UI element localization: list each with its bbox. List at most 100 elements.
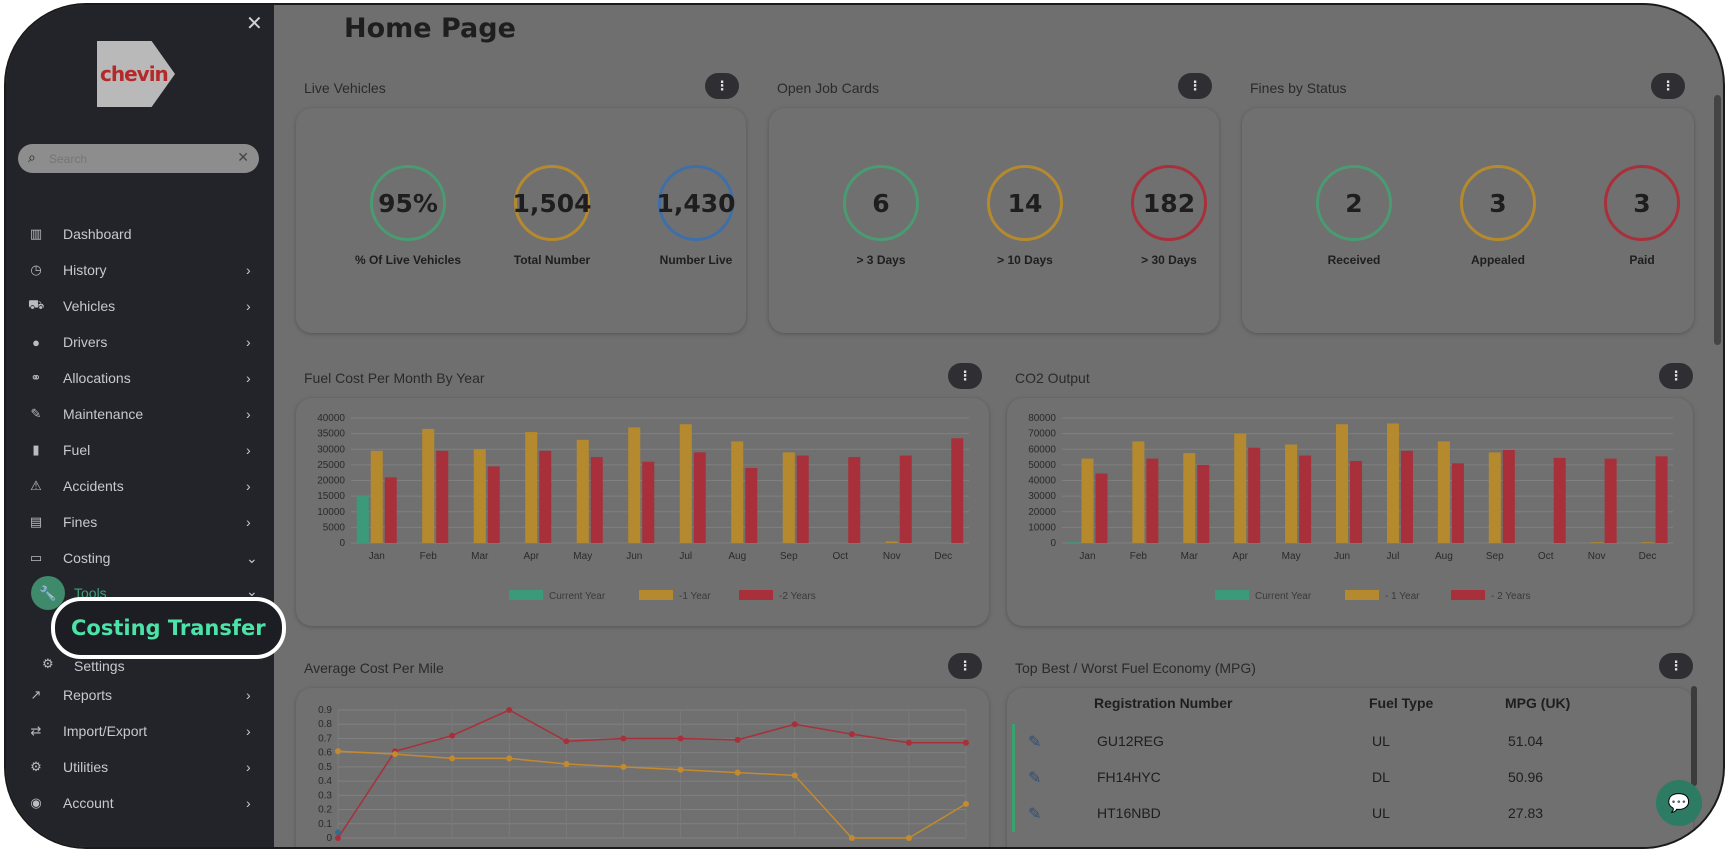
- bar[interactable]: [1590, 542, 1603, 543]
- bar[interactable]: [1655, 456, 1668, 543]
- sidebar-item-fines[interactable]: ▤ Fines ›: [6, 504, 274, 540]
- data-point[interactable]: [563, 761, 570, 768]
- open-job-cards-kpi[interactable]: 14 > 10 Days: [955, 165, 1095, 267]
- column-registration[interactable]: Registration Number: [1094, 695, 1233, 711]
- bar[interactable]: [1132, 441, 1145, 543]
- bar[interactable]: [1350, 460, 1363, 543]
- bar[interactable]: [576, 439, 589, 543]
- close-icon[interactable]: ✕: [246, 13, 263, 35]
- bar[interactable]: [1299, 455, 1312, 544]
- bar[interactable]: [1067, 542, 1080, 543]
- column-mpg[interactable]: MPG (UK): [1505, 695, 1571, 711]
- fines-by-status-kpi[interactable]: 2 Received: [1284, 165, 1424, 267]
- data-point[interactable]: [563, 738, 570, 745]
- legend-swatch[interactable]: [1215, 590, 1249, 600]
- data-point[interactable]: [620, 735, 627, 742]
- bar[interactable]: [590, 457, 603, 543]
- sidebar-item-drivers[interactable]: ● Drivers ›: [6, 324, 274, 360]
- open-job-cards-menu-button[interactable]: ⋮: [1178, 73, 1212, 99]
- edit-icon[interactable]: ✎: [1028, 770, 1042, 787]
- bar[interactable]: [848, 457, 861, 543]
- data-point[interactable]: [620, 763, 627, 770]
- bar[interactable]: [1234, 433, 1247, 543]
- data-point[interactable]: [335, 835, 341, 841]
- column-fuel-type[interactable]: Fuel Type: [1369, 695, 1434, 711]
- bar[interactable]: [1336, 424, 1349, 543]
- bar[interactable]: [1488, 452, 1501, 543]
- sidebar-item-account[interactable]: ◉ Account ›: [6, 785, 274, 821]
- bar[interactable]: [422, 428, 435, 543]
- sidebar-item-allocations[interactable]: ⚭ Allocations ›: [6, 360, 274, 396]
- legend-label[interactable]: Current Year: [549, 591, 606, 602]
- data-point[interactable]: [848, 731, 855, 738]
- bar[interactable]: [745, 468, 758, 543]
- sidebar-item-costing[interactable]: ▭ Costing ⌄: [6, 540, 274, 576]
- bar[interactable]: [1081, 458, 1094, 543]
- data-point[interactable]: [677, 766, 684, 773]
- data-point[interactable]: [791, 772, 798, 779]
- legend-swatch[interactable]: [509, 590, 543, 600]
- legend-swatch[interactable]: [739, 590, 773, 600]
- sidebar-item-reports[interactable]: ↗ Reports ›: [6, 677, 274, 713]
- table-row[interactable]: ✎ HT16NBD UL 27.83: [1012, 796, 1692, 832]
- table-row[interactable]: ✎ GU12REG UL 51.04: [1012, 724, 1692, 760]
- bar[interactable]: [1641, 542, 1654, 543]
- bar[interactable]: [1183, 453, 1196, 543]
- data-point[interactable]: [905, 739, 912, 746]
- bar[interactable]: [1146, 458, 1159, 543]
- bar[interactable]: [1386, 423, 1399, 543]
- bar[interactable]: [1095, 473, 1108, 543]
- fines-by-status-kpi[interactable]: 3 Paid: [1572, 165, 1712, 267]
- live-vehicles-kpi[interactable]: 1,504 Total Number: [482, 165, 622, 267]
- sidebar-item-settings[interactable]: Settings: [74, 658, 125, 674]
- sidebar-item-dashboard[interactable]: ▥ Dashboard: [6, 216, 274, 252]
- bar[interactable]: [731, 441, 744, 543]
- live-vehicles-kpi[interactable]: 1,430 Number Live: [626, 165, 766, 267]
- data-point[interactable]: [963, 800, 969, 807]
- sidebar-item-maintenance[interactable]: ✎ Maintenance ›: [6, 396, 274, 432]
- bar[interactable]: [384, 477, 397, 543]
- edit-icon[interactable]: ✎: [1028, 806, 1042, 823]
- data-point[interactable]: [506, 707, 513, 713]
- bar[interactable]: [1285, 444, 1298, 543]
- edit-icon[interactable]: ✎: [1028, 734, 1042, 751]
- data-point[interactable]: [734, 769, 741, 776]
- bar[interactable]: [899, 455, 912, 544]
- bar[interactable]: [356, 496, 369, 543]
- bar[interactable]: [1604, 458, 1617, 543]
- bar[interactable]: [951, 438, 964, 543]
- bar[interactable]: [693, 452, 706, 543]
- co2-output-menu-button[interactable]: ⋮: [1659, 363, 1693, 389]
- bar[interactable]: [1248, 447, 1261, 543]
- table-row[interactable]: ✎ FH14HYC DL 50.96: [1012, 760, 1692, 796]
- table-scrollbar[interactable]: [1691, 686, 1697, 786]
- page-scrollbar[interactable]: [1714, 95, 1721, 345]
- chat-icon[interactable]: 💬: [1656, 780, 1702, 826]
- data-point[interactable]: [335, 829, 341, 836]
- sidebar-item-accidents[interactable]: ⚠ Accidents ›: [6, 468, 274, 504]
- legend-label[interactable]: -2 Years: [779, 591, 816, 602]
- sidebar-item-fuel[interactable]: ▮ Fuel ›: [6, 432, 274, 468]
- bar[interactable]: [628, 427, 641, 543]
- data-point[interactable]: [848, 835, 855, 841]
- sidebar-item-utilities[interactable]: ⚙ Utilities ›: [6, 749, 274, 785]
- data-point[interactable]: [506, 755, 513, 762]
- clear-search-icon[interactable]: ✕: [237, 149, 249, 165]
- chevron-down-icon[interactable]: ⌄: [246, 583, 258, 599]
- bar[interactable]: [370, 450, 383, 543]
- bar[interactable]: [487, 466, 500, 543]
- data-point[interactable]: [905, 835, 912, 841]
- sidebar-item-vehicles[interactable]: ⛟ Vehicles ›: [6, 288, 274, 324]
- bar[interactable]: [1553, 457, 1566, 543]
- fuel-economy-menu-button[interactable]: ⋮: [1659, 653, 1693, 679]
- open-job-cards-kpi[interactable]: 6 > 3 Days: [811, 165, 951, 267]
- open-job-cards-kpi[interactable]: 182 > 30 Days: [1099, 165, 1239, 267]
- bar[interactable]: [1437, 441, 1450, 543]
- legend-label[interactable]: -1 Year: [679, 591, 711, 602]
- data-point[interactable]: [677, 735, 684, 742]
- bar[interactable]: [1451, 463, 1464, 543]
- bar[interactable]: [642, 461, 655, 543]
- avg-cost-mile-menu-button[interactable]: ⋮: [948, 653, 982, 679]
- bar[interactable]: [1197, 464, 1210, 543]
- live-vehicles-menu-button[interactable]: ⋮: [705, 73, 739, 99]
